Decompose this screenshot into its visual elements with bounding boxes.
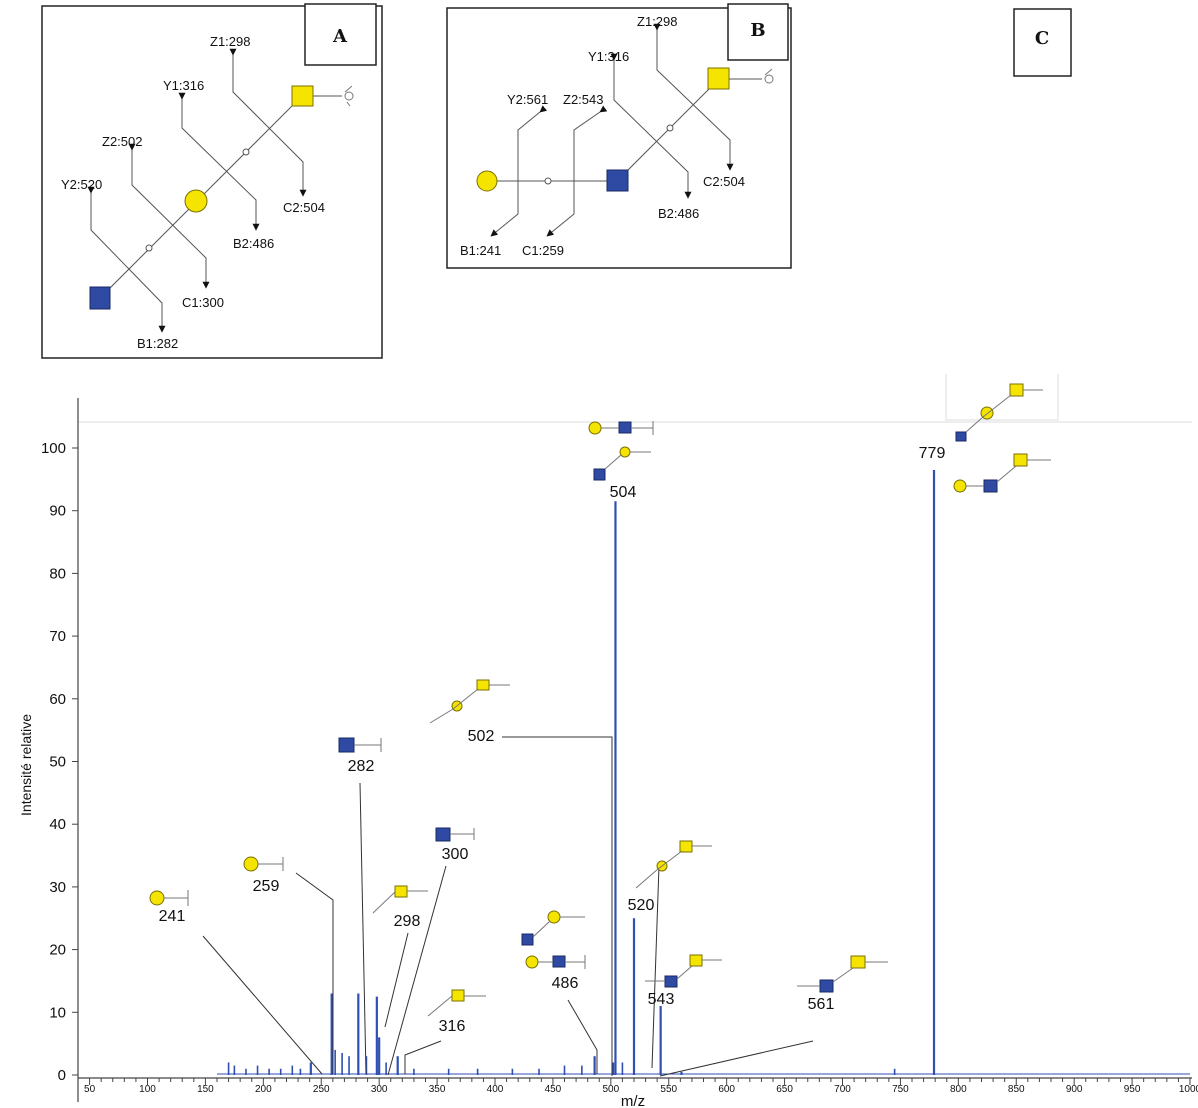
galactose-icon [184, 189, 208, 213]
peak-label: 779 [919, 445, 946, 462]
x-tick-label: 250 [313, 1084, 330, 1095]
peak-label: 298 [394, 913, 421, 930]
spectrum-chart: Intensité relative m/z 0 10 20 30 40 50 60 70 80… [18, 374, 1198, 1108]
peak-label: 259 [253, 878, 280, 895]
fragment-label: Y1:316 [588, 49, 629, 64]
y-tick-label: 40 [49, 816, 66, 833]
peak-label: 282 [348, 758, 375, 775]
peak-label: 486 [552, 975, 579, 992]
peak-label: 316 [439, 1018, 466, 1035]
fragment-label: Z1:298 [637, 14, 677, 29]
y-tick-label: 30 [49, 879, 66, 896]
panel-b-label: B [750, 20, 765, 41]
panel-a: A Z1:298 Y1:316 Z2:502 Y2:520 C2:504 B2:… [41, 3, 383, 359]
fragment-label: B1:241 [460, 243, 501, 258]
panel-c-label: C [1035, 28, 1049, 49]
x-tick-label: 500 [602, 1084, 619, 1095]
fragment-label: Y2:561 [507, 92, 548, 107]
peak-label: 543 [648, 991, 675, 1008]
x-tick-label: 50 [84, 1084, 96, 1095]
fragment-label: Z2:543 [563, 92, 603, 107]
galactose-icon [476, 170, 498, 192]
x-tick-label: 150 [197, 1084, 214, 1095]
glcnac-icon [89, 286, 111, 310]
peak-label: 520 [628, 897, 655, 914]
peak-label: 300 [442, 846, 469, 863]
y-tick-label: 100 [41, 440, 66, 457]
glycan-icons [149, 383, 1051, 1017]
peak-label: 241 [159, 908, 186, 925]
x-tick-label: 800 [950, 1084, 967, 1095]
callout-lines [202, 736, 814, 1077]
fragment-label: Z2:502 [102, 134, 142, 149]
x-tick-label: 400 [487, 1084, 504, 1095]
x-tick-label: 550 [660, 1084, 677, 1095]
fragment-label: C1:259 [522, 243, 564, 258]
panel-b: B Z1:298 Y1:316 Y2:561 Z2:543 C2:504 B2:… [446, 3, 792, 269]
peak-label: 561 [808, 996, 835, 1013]
peak-label: 504 [610, 484, 637, 501]
y-tick-label: 0 [58, 1067, 66, 1084]
panel-a-label: A [332, 26, 348, 47]
fragment-label: B2:486 [658, 206, 699, 221]
y-tick-label: 10 [49, 1004, 66, 1021]
peak-label: 502 [468, 728, 495, 745]
y-tick-label: 20 [49, 942, 66, 959]
x-tick-label: 600 [718, 1084, 735, 1095]
fragment-label: C2:504 [703, 174, 745, 189]
y-tick-label: 70 [49, 628, 66, 645]
y-tick-label: 80 [49, 565, 66, 582]
fragment-label: B1:282 [137, 336, 178, 351]
fragment-label: B2:486 [233, 236, 274, 251]
galnac-icon [707, 67, 730, 90]
x-tick-label: 350 [429, 1084, 446, 1095]
x-tick-label: 850 [1008, 1084, 1025, 1095]
y-axis-label: Intensité relative [18, 714, 34, 816]
x-tick-label: 950 [1124, 1084, 1141, 1095]
x-axis-label: m/z [621, 1093, 645, 1108]
fragment-label: Y2:520 [61, 177, 102, 192]
glcnac-icon [606, 169, 629, 192]
x-tick-label: 100 [139, 1084, 156, 1095]
peak-labels: 241 259 282 298 300 316 486 502 504 520 … [159, 445, 946, 1035]
x-tick-label: 650 [776, 1084, 793, 1095]
x-tick-label: 450 [545, 1084, 562, 1095]
panel-c: C [1013, 8, 1072, 77]
x-tick-label: 750 [892, 1084, 909, 1095]
x-tick-label: 300 [371, 1084, 388, 1095]
x-tick-label: 900 [1066, 1084, 1083, 1095]
galnac-icon [291, 85, 314, 107]
y-tick-label: 90 [49, 503, 66, 520]
y-tick-label: 60 [49, 691, 66, 708]
x-tick-label: 200 [255, 1084, 272, 1095]
y-tick-label: 50 [49, 754, 66, 771]
fragment-label: Y1:316 [163, 78, 204, 93]
x-tick-label: 700 [834, 1084, 851, 1095]
x-tick-label: 1000 [1179, 1084, 1198, 1095]
fragment-label: C2:504 [283, 200, 325, 215]
fragment-label: Z1:298 [210, 34, 250, 49]
fragment-label: C1:300 [182, 295, 224, 310]
